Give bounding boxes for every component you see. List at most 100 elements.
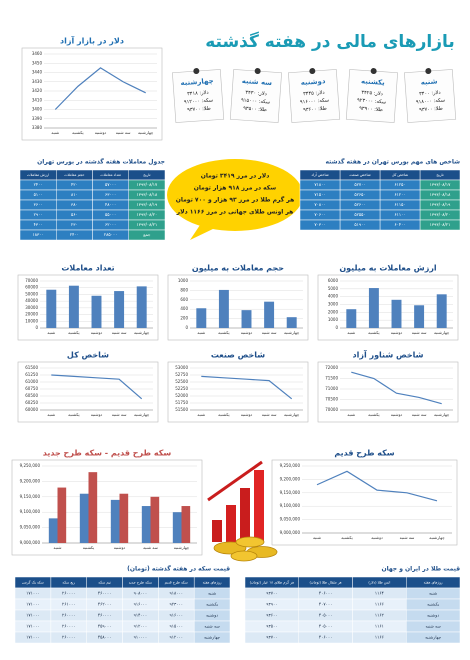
- table-cell-text: ۶۰۴۰۰: [394, 222, 405, 227]
- note-line: طلا: ۹۳۶۰۰: [303, 106, 327, 114]
- y-tick-label: 0: [185, 325, 188, 330]
- table-cell-text: ۶۲۰۰۰: [105, 222, 116, 227]
- table-cell-text: ۹۱۲۰۰۰: [170, 635, 184, 640]
- highlight-line: هر اونس طلای جهانی در مرز ۱۱۶۶ دلار: [176, 209, 294, 216]
- x-tick-label: چهارشنبه: [429, 535, 445, 540]
- table-header: شاخص آزاد: [311, 172, 328, 177]
- chart-title: تعداد معاملات: [61, 264, 114, 273]
- y-tick-label: 70500: [325, 397, 338, 402]
- y-tick-label: 9,150,000: [20, 494, 41, 499]
- page-title: بازارهای مالی در هفته گذشته: [205, 31, 455, 52]
- note-pin: [309, 68, 316, 75]
- x-tick-label: شنبه: [197, 330, 206, 335]
- x-tick-label: چهارشنبه: [134, 412, 150, 417]
- table-cell-text: ۹۱۵۰۰۰: [170, 624, 184, 629]
- chart-frame: [271, 459, 458, 546]
- table-cell-text: ۵۵۰۰۰: [105, 212, 116, 217]
- bar: [391, 299, 402, 328]
- table-cell-text: ۵۲۶۵۰: [354, 192, 365, 197]
- chart-title: شاخص شناور آزاد: [352, 350, 423, 361]
- table-cell-text: ۹۱۰۰۰۰: [134, 635, 148, 640]
- note-pin: [254, 68, 261, 75]
- x-tick-label: سه شنبه: [112, 330, 127, 335]
- x-tick-label: دوشنبه: [95, 130, 107, 135]
- table-cell-text: ۹۳۷۰۰: [266, 591, 277, 596]
- bar: [241, 310, 252, 328]
- bar: [110, 499, 120, 543]
- table-cell-text: یکشنبه: [206, 602, 219, 607]
- table-header: روزهای هفته: [203, 581, 222, 585]
- table-cell-text: چهارشنبه: [204, 635, 221, 640]
- bar: [88, 472, 98, 543]
- table-cell-text: ۷۰۶۰۰: [314, 212, 325, 217]
- y-tick-label: 9,150,000: [280, 490, 301, 495]
- table-cell-text: ۶۱۱۵۰: [394, 202, 405, 207]
- y-tick-label: 51500: [175, 407, 188, 412]
- table-cell-text: ۷۱۸۰۰: [314, 182, 325, 187]
- table-header: سکه یک گرمی: [22, 580, 44, 585]
- table-title: جدول معاملات هفته گذشته در بورس تهران: [37, 158, 165, 166]
- x-tick-label: سه شنبه: [116, 130, 131, 135]
- table-cell-text: ۹۱۸۰۰۰: [170, 591, 184, 596]
- chart-frame: [17, 274, 159, 341]
- table-header: سکه طرح قدیم: [165, 581, 188, 585]
- table-cell-text: سه شنبه: [204, 624, 220, 629]
- table-cell-text: ۲۶۱۰۰۰: [62, 602, 76, 607]
- x-tick-label: سه شنبه: [400, 535, 415, 540]
- note-day: سه شنبه: [241, 77, 272, 87]
- table-cell-text: یکشنبه: [427, 602, 440, 607]
- table-cell-text: چهارشنبه: [425, 635, 442, 640]
- x-tick-label: شنبه: [347, 330, 356, 335]
- y-tick-label: 9,050,000: [280, 517, 301, 522]
- chart-frame: [167, 361, 309, 423]
- table-header: حجم معاملات: [64, 173, 84, 177]
- table-cell-text: ۹۱۲۰۰۰: [134, 624, 148, 629]
- table-cell-text: ۴۲۰: [71, 182, 78, 187]
- note-line: طلا: ۹۳۷۰۰: [419, 106, 443, 114]
- chart-frame: [317, 361, 459, 423]
- table-cell-text: ۹۲۳۰۰۰: [170, 602, 184, 607]
- bar: [91, 295, 102, 328]
- table-cell-text: ۵۱۰۰: [34, 192, 43, 197]
- bar: [264, 301, 275, 328]
- table-cell-text: ۴۰۶۰۰۰: [319, 591, 333, 596]
- table-cell-text: شنبه: [429, 591, 438, 596]
- chart-frame: [11, 459, 203, 556]
- x-tick-label: دوشنبه: [391, 412, 403, 417]
- table-cell-text: ۲۶۰۰۰۰: [62, 624, 76, 629]
- x-tick-label: چهارشنبه: [174, 545, 190, 550]
- table-cell-text: ۲۶۰۰۰۰: [62, 635, 76, 640]
- y-tick-label: 9,250,000: [280, 463, 301, 468]
- table-cell-text: ۲۶۰۰۰۰: [62, 613, 76, 618]
- note-pin: [193, 68, 200, 75]
- table-cell-text: ۱۳۹۳/۰۸/۲۰: [430, 212, 451, 217]
- y-tick-label: 0: [35, 325, 38, 330]
- y-tick-label: 9,050,000: [20, 525, 41, 530]
- note-line: دلار: ۳۴۳۰: [245, 90, 267, 97]
- table-cell-text: ۹۱۶۰۰۰: [170, 613, 184, 618]
- x-tick-label: یکشنبه: [368, 412, 379, 417]
- bar: [48, 518, 58, 543]
- bar: [119, 493, 129, 543]
- table-title: شاخص های مهم بورس تهران در هفته گذشته: [326, 158, 461, 166]
- table-cell-text: ۹۳۷۰۰: [266, 635, 277, 640]
- table-header: سکه طرح جدید: [129, 581, 152, 585]
- table-header: تاریخ: [436, 173, 443, 177]
- table-cell-text: ۱۳۹۳/۰۸/۱۷: [430, 182, 452, 187]
- y-tick-label: 600: [180, 297, 188, 302]
- y-tick-label: 800: [180, 287, 188, 292]
- y-tick-label: 400: [180, 306, 188, 311]
- bar: [414, 305, 425, 328]
- y-tick-label: 9,250,000: [20, 463, 41, 468]
- x-tick-label: یکشنبه: [218, 412, 229, 417]
- table-cell-text: ۱۱۶۲: [375, 613, 385, 618]
- table-cell-text: ۴۶۰۰۰۰: [98, 591, 112, 596]
- chart-title: سکه طرح قدیم: [334, 449, 394, 458]
- x-tick-label: شنبه: [197, 412, 206, 417]
- note-day: یکشنبه: [361, 77, 386, 87]
- x-tick-label: دوشنبه: [114, 545, 126, 550]
- table-cell-text: ۱۷۱۰۰۰: [26, 635, 40, 640]
- x-tick-label: سه شنبه: [412, 412, 427, 417]
- y-tick-label: 60500: [25, 393, 38, 398]
